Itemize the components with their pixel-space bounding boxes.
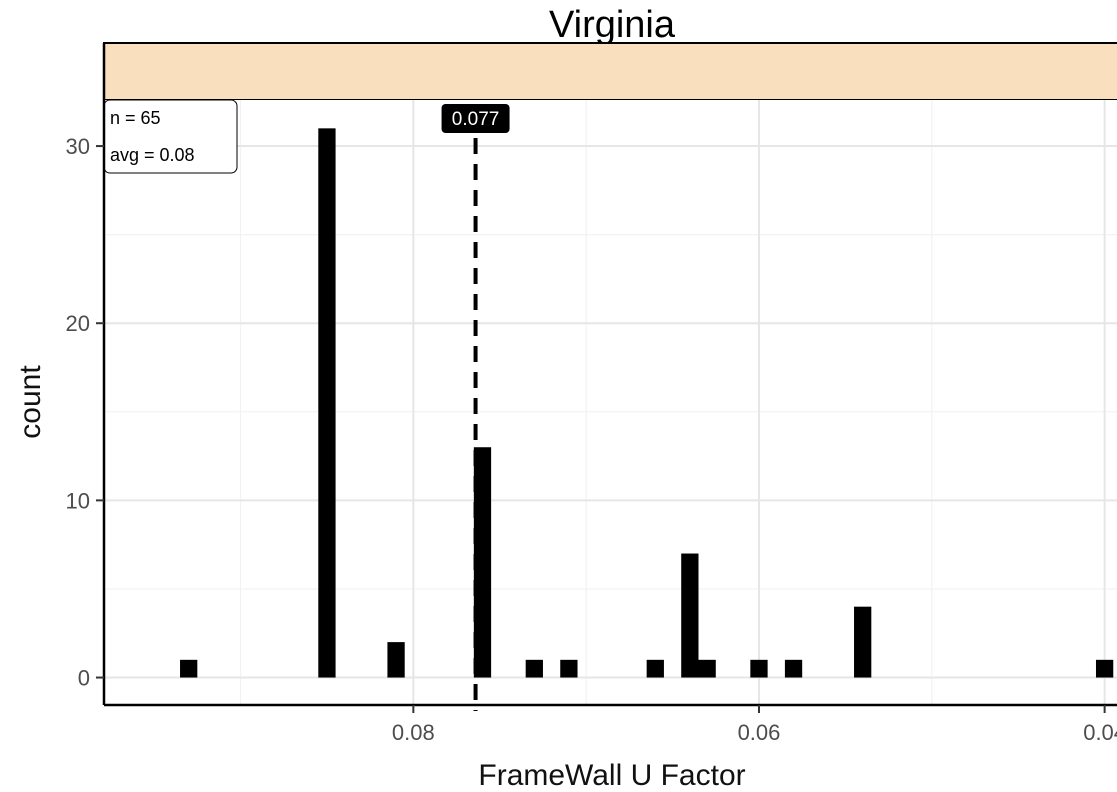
y-tick-label: 0 bbox=[78, 666, 90, 691]
histogram-bar bbox=[750, 659, 768, 678]
facet-strip bbox=[103, 42, 1117, 101]
x-tick-label: 0.04 bbox=[1083, 720, 1117, 745]
major-gridlines bbox=[104, 100, 1117, 705]
info-box: n = 65 avg = 0.08 bbox=[103, 99, 238, 174]
histogram-bar bbox=[698, 659, 716, 678]
histogram-bar bbox=[180, 659, 198, 678]
histogram-bars bbox=[180, 128, 1114, 678]
histogram-bar bbox=[784, 659, 803, 678]
histogram-bar bbox=[525, 659, 543, 678]
x-axis-ticks: 0.08 0.06 0.04 bbox=[392, 705, 1117, 745]
x-tick-label: 0.06 bbox=[738, 720, 781, 745]
histogram-bar bbox=[387, 642, 405, 678]
histogram-bar bbox=[854, 606, 872, 678]
chart-title: Virginia bbox=[549, 4, 676, 46]
mean-label-text: 0.077 bbox=[452, 109, 500, 130]
mean-label-background bbox=[441, 104, 510, 133]
x-tick-label: 0.08 bbox=[392, 720, 435, 745]
panel-background bbox=[104, 100, 1117, 705]
minor-gridlines bbox=[104, 100, 1117, 705]
y-axis-title: count bbox=[14, 365, 47, 439]
y-tick-label: 10 bbox=[66, 488, 90, 513]
histogram-bar bbox=[646, 659, 664, 678]
histogram-bar bbox=[1095, 659, 1114, 678]
y-axis-ticks: 0 10 20 30 bbox=[66, 134, 104, 691]
x-axis-title: FrameWall U Factor bbox=[478, 759, 745, 792]
histogram-bar bbox=[473, 447, 492, 678]
plot-panel: 0.077 n = 65 avg = 0.08 bbox=[103, 99, 1117, 711]
info-avg: avg = 0.08 bbox=[110, 145, 195, 165]
y-tick-label: 20 bbox=[66, 311, 90, 336]
histogram-bar bbox=[560, 659, 578, 678]
mean-label: 0.077 bbox=[441, 104, 510, 133]
info-n: n = 65 bbox=[110, 108, 161, 128]
histogram-bar bbox=[318, 128, 336, 678]
histogram-bar bbox=[681, 553, 699, 678]
y-tick-label: 30 bbox=[66, 134, 90, 159]
